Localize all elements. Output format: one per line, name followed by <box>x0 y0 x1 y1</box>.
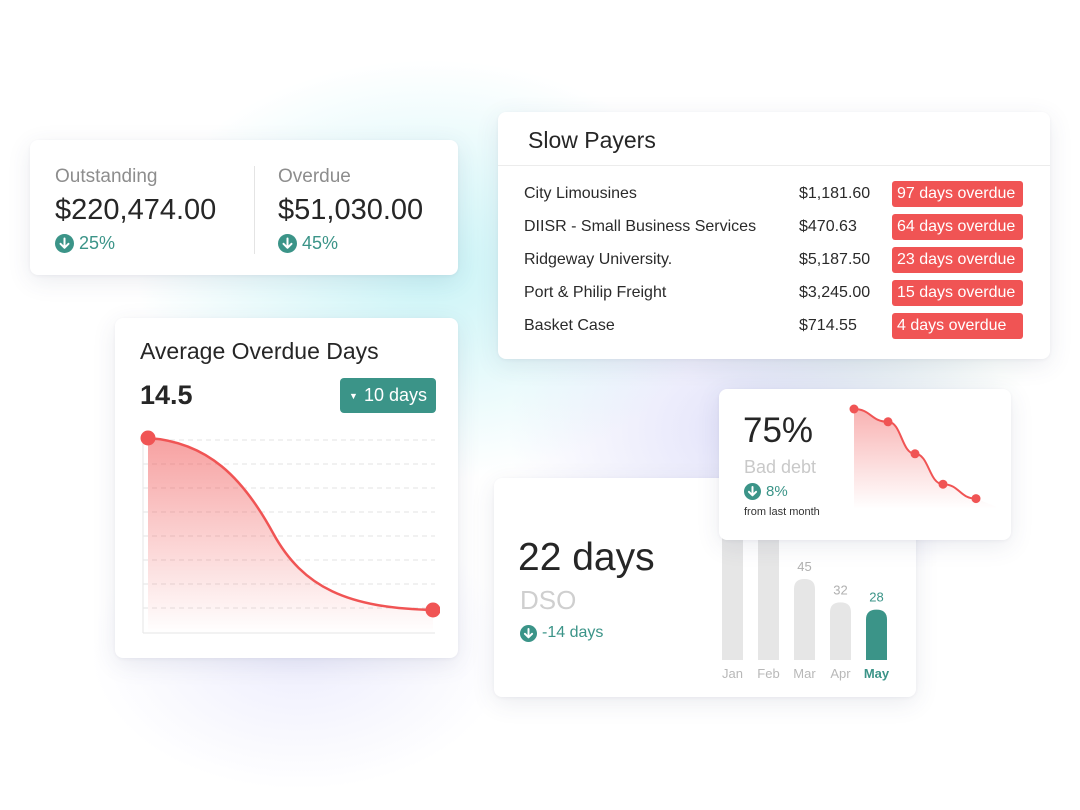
bad-debt-change: 8% <box>744 483 788 500</box>
average-overdue-title: Average Overdue Days <box>140 338 379 364</box>
bad-debt-card: 75% Bad debt 8% from last month <box>719 389 1011 540</box>
data-point <box>910 449 920 459</box>
area-fill <box>148 438 433 633</box>
dso-value: 22 days <box>518 536 655 579</box>
bar-jan <box>722 518 743 660</box>
start-point <box>140 430 156 446</box>
bar-value-label: 28 <box>869 590 883 605</box>
payer-row[interactable]: Ridgeway University. $5,187.50 23 days o… <box>498 245 1050 278</box>
trend-line <box>147 436 434 612</box>
payer-name: DIISR - Small Business Services <box>524 218 757 235</box>
outstanding-change: 25% <box>55 233 216 254</box>
x-tick-label: Feb <box>757 666 779 681</box>
bar-may <box>866 609 887 660</box>
caret-down-icon: ▼ <box>349 390 358 401</box>
summary-card: Outstanding $220,474.00 25% Overdue $51,… <box>30 140 458 275</box>
overdue-change: 45% <box>278 233 423 254</box>
average-overdue-chart <box>140 430 440 634</box>
payer-name: Basket Case <box>524 317 615 334</box>
x-tick-label: May <box>864 666 890 681</box>
dso-bar-chart: Jan Feb 45 Mar 32 Apr 28 May <box>722 518 890 681</box>
bad-debt-subtext: from last month <box>744 506 820 518</box>
bar-apr <box>830 602 851 660</box>
payer-amount: $714.55 <box>799 317 857 334</box>
payer-name: Port & Philip Freight <box>524 284 667 301</box>
dso-change-value: -14 days <box>542 624 604 641</box>
payer-amount: $3,245.00 <box>799 284 871 301</box>
arrow-down-circle-icon <box>520 624 537 642</box>
bar-mar <box>794 579 815 660</box>
data-point <box>938 479 948 489</box>
bar-value-label: 32 <box>833 582 847 597</box>
overdue-badge: 15 days overdue <box>892 280 1023 306</box>
outstanding-value: $220,474.00 <box>55 194 217 226</box>
bad-debt-chart <box>849 404 996 509</box>
bad-debt-label: Bad debt <box>744 457 817 477</box>
data-point <box>971 494 981 504</box>
overdue-label: Overdue <box>278 166 351 187</box>
bar-feb <box>758 518 779 660</box>
period-dropdown-button[interactable]: ▼ 10 days <box>340 378 436 413</box>
outstanding-label: Outstanding <box>55 166 158 187</box>
payer-amount: $1,181.60 <box>799 185 871 202</box>
dso-label: DSO <box>520 585 577 615</box>
arrow-down-circle-icon <box>744 483 761 500</box>
slow-payers-divider <box>498 165 1050 166</box>
arrow-down-circle-icon <box>55 234 74 253</box>
overdue-value: $51,030.00 <box>278 194 424 226</box>
dso-change: -14 days <box>520 624 603 642</box>
payer-name: City Limousines <box>524 185 637 202</box>
payer-amount: $5,187.50 <box>799 251 871 268</box>
slow-payers-title: Slow Payers <box>528 127 656 153</box>
bad-debt-value: 75% <box>743 411 814 450</box>
slow-payers-card: Slow Payers City Limousines $1,181.60 97… <box>498 112 1050 359</box>
summary-divider <box>254 166 255 254</box>
overdue-badge: 64 days overdue <box>892 214 1023 240</box>
x-tick-label: Jan <box>722 666 743 681</box>
payer-name: Ridgeway University. <box>524 251 673 268</box>
outstanding-metric: Outstanding $220,474.00 25% <box>55 166 216 254</box>
payer-row[interactable]: City Limousines $1,181.60 97 days overdu… <box>498 179 1050 212</box>
overdue-badge: 23 days overdue <box>892 247 1023 273</box>
payer-amount: $470.63 <box>799 218 857 235</box>
x-tick-label: Mar <box>793 666 816 681</box>
overdue-change-value: 45% <box>302 233 339 253</box>
area-fill <box>854 409 996 509</box>
data-point <box>849 404 859 414</box>
period-dropdown-label: 10 days <box>363 385 427 405</box>
data-point <box>883 417 893 427</box>
x-tick-label: Apr <box>830 666 851 681</box>
outstanding-change-value: 25% <box>79 233 116 253</box>
bar-value-label: 45 <box>797 559 811 574</box>
payer-row[interactable]: Basket Case $714.55 4 days overdue <box>498 311 1050 344</box>
average-overdue-card: Average Overdue Days 14.5 ▼ 10 days <box>115 318 458 658</box>
average-overdue-value: 14.5 <box>140 380 193 410</box>
arrow-down-circle-icon <box>278 234 297 253</box>
payer-row[interactable]: Port & Philip Freight $3,245.00 15 days … <box>498 278 1050 311</box>
overdue-badge: 97 days overdue <box>892 181 1023 207</box>
overdue-metric: Overdue $51,030.00 45% <box>278 166 423 254</box>
payer-row[interactable]: DIISR - Small Business Services $470.63 … <box>498 212 1050 245</box>
bad-debt-change-value: 8% <box>766 483 788 500</box>
end-point <box>425 602 440 618</box>
overdue-badge: 4 days overdue <box>892 313 1023 339</box>
